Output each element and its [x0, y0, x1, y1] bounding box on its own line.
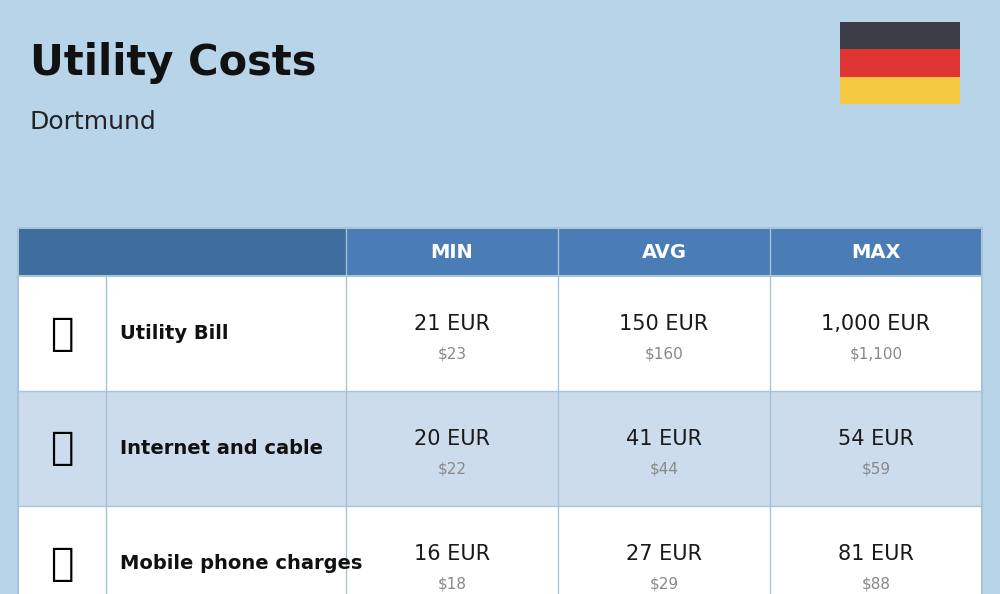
Bar: [18, 228, 982, 276]
Text: 🔌: 🔌: [50, 314, 74, 352]
Text: $44: $44: [650, 462, 678, 477]
Text: 27 EUR: 27 EUR: [626, 544, 702, 564]
Text: AVG: AVG: [642, 242, 686, 261]
Text: Utility Bill: Utility Bill: [120, 324, 228, 343]
Text: Mobile phone charges: Mobile phone charges: [120, 554, 362, 573]
Text: 41 EUR: 41 EUR: [626, 429, 702, 449]
Text: 20 EUR: 20 EUR: [414, 429, 490, 449]
Text: 📱: 📱: [50, 545, 74, 583]
Text: MAX: MAX: [851, 242, 901, 261]
Text: 21 EUR: 21 EUR: [414, 314, 490, 334]
Text: 150 EUR: 150 EUR: [619, 314, 709, 334]
Text: MIN: MIN: [431, 242, 473, 261]
Text: 📡: 📡: [50, 429, 74, 467]
Bar: [18, 228, 346, 276]
Bar: [840, 22, 960, 49]
Text: $18: $18: [438, 577, 466, 592]
Text: $88: $88: [862, 577, 891, 592]
Text: Internet and cable: Internet and cable: [120, 439, 323, 458]
Bar: [840, 49, 960, 77]
Text: $22: $22: [438, 462, 466, 477]
Bar: [18, 228, 982, 594]
Text: 16 EUR: 16 EUR: [414, 544, 490, 564]
Text: $29: $29: [649, 577, 679, 592]
Text: $160: $160: [645, 347, 683, 362]
Text: 54 EUR: 54 EUR: [838, 429, 914, 449]
Bar: [18, 276, 982, 391]
Bar: [18, 391, 982, 506]
Text: $59: $59: [861, 462, 891, 477]
Text: Dortmund: Dortmund: [30, 110, 157, 134]
Text: $23: $23: [437, 347, 467, 362]
Text: $1,100: $1,100: [849, 347, 903, 362]
Bar: [840, 77, 960, 104]
Bar: [18, 506, 982, 594]
Text: Utility Costs: Utility Costs: [30, 42, 316, 84]
Text: 81 EUR: 81 EUR: [838, 544, 914, 564]
Text: 1,000 EUR: 1,000 EUR: [821, 314, 931, 334]
